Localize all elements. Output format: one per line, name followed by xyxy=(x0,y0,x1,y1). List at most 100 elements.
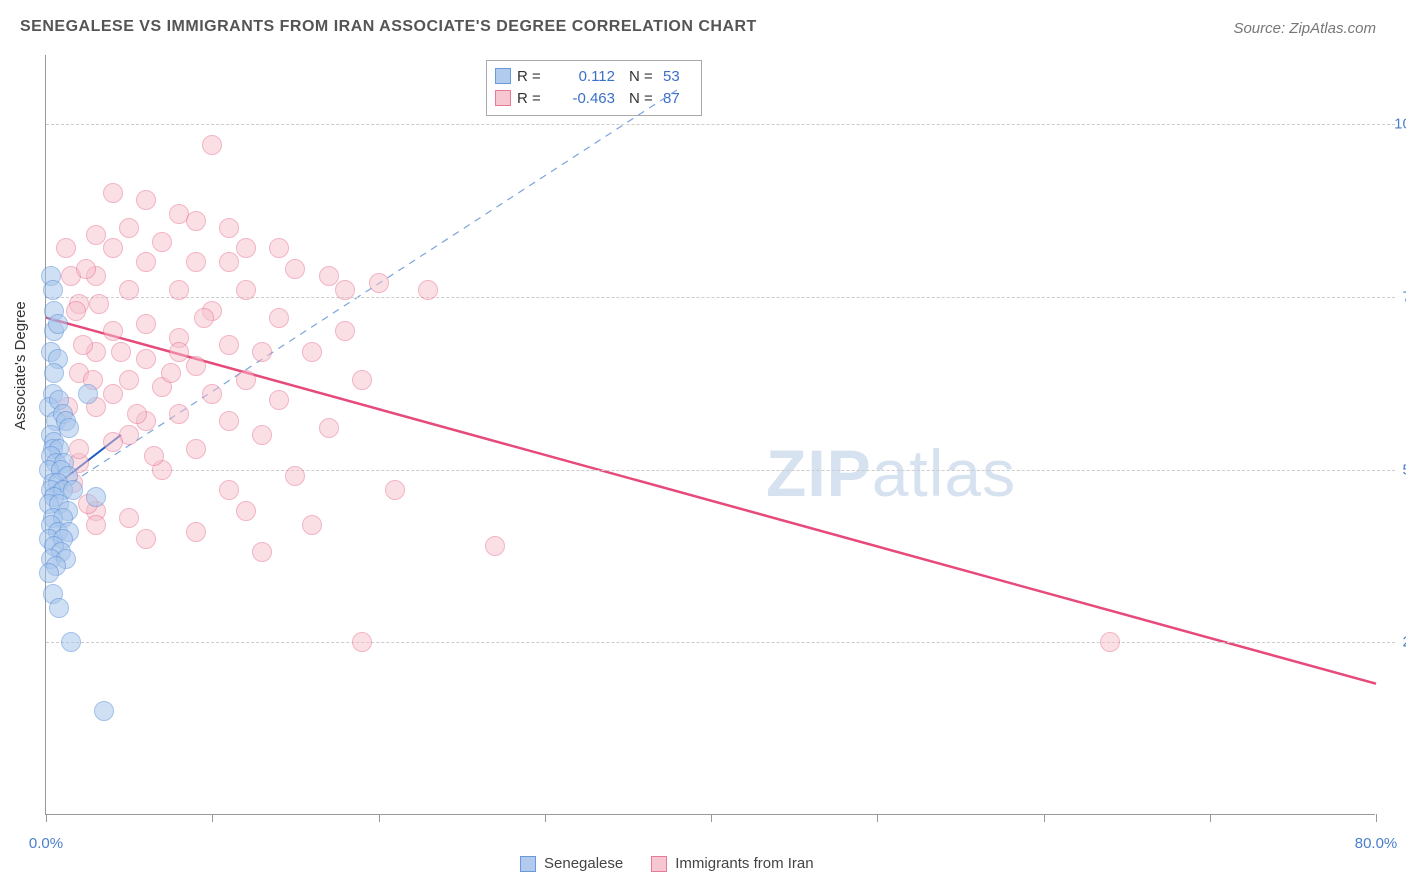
scatter-point-pink xyxy=(236,370,256,390)
scatter-point-pink xyxy=(236,280,256,300)
scatter-point-blue xyxy=(48,314,68,334)
scatter-point-blue xyxy=(86,487,106,507)
scatter-point-blue xyxy=(44,363,64,383)
gridline xyxy=(46,642,1395,643)
scatter-point-pink xyxy=(136,252,156,272)
scatter-point-pink xyxy=(86,515,106,535)
y-tick-label: 100.0% xyxy=(1385,116,1406,133)
scatter-point-pink xyxy=(103,238,123,258)
x-tick-label: 0.0% xyxy=(29,835,63,852)
swatch-blue xyxy=(520,856,536,872)
scatter-point-pink xyxy=(119,370,139,390)
scatter-point-pink xyxy=(202,135,222,155)
scatter-point-pink xyxy=(73,335,93,355)
plot-area: ZIPatlas R = 0.112 N = 53 R = -0.463 N =… xyxy=(45,55,1375,815)
scatter-point-pink xyxy=(1100,632,1120,652)
scatter-point-pink xyxy=(252,342,272,362)
y-tick-label: 25.0% xyxy=(1385,634,1406,651)
source-attribution: Source: ZipAtlas.com xyxy=(1233,20,1376,37)
scatter-point-pink xyxy=(169,404,189,424)
scatter-point-pink xyxy=(219,480,239,500)
x-tick xyxy=(1376,814,1377,822)
swatch-pink xyxy=(651,856,667,872)
scatter-point-pink xyxy=(136,314,156,334)
scatter-point-pink xyxy=(269,238,289,258)
scatter-point-pink xyxy=(485,536,505,556)
scatter-point-pink xyxy=(219,252,239,272)
scatter-point-pink xyxy=(385,480,405,500)
scatter-point-pink xyxy=(89,294,109,314)
y-tick-label: 75.0% xyxy=(1385,288,1406,305)
scatter-point-pink xyxy=(352,370,372,390)
scatter-point-pink xyxy=(119,280,139,300)
scatter-point-pink xyxy=(103,183,123,203)
scatter-point-pink xyxy=(252,425,272,445)
scatter-point-blue xyxy=(49,598,69,618)
scatter-point-pink xyxy=(136,190,156,210)
scatter-point-blue xyxy=(78,384,98,404)
legend-item-blue: Senegalese xyxy=(520,855,623,872)
x-tick-label: 80.0% xyxy=(1355,835,1398,852)
scatter-point-pink xyxy=(236,238,256,258)
scatter-point-pink xyxy=(152,232,172,252)
scatter-point-pink xyxy=(319,266,339,286)
scatter-point-pink xyxy=(186,356,206,376)
scatter-point-pink xyxy=(161,363,181,383)
scatter-point-pink xyxy=(186,522,206,542)
legend-label-blue: Senegalese xyxy=(544,855,623,872)
plot-inner: ZIPatlas R = 0.112 N = 53 R = -0.463 N =… xyxy=(46,55,1375,814)
scatter-point-blue xyxy=(61,632,81,652)
scatter-point-pink xyxy=(86,225,106,245)
scatter-point-pink xyxy=(169,342,189,362)
scatter-point-pink xyxy=(103,384,123,404)
scatter-point-pink xyxy=(302,515,322,535)
scatter-point-pink xyxy=(219,411,239,431)
scatter-point-pink xyxy=(194,308,214,328)
scatter-point-pink xyxy=(252,542,272,562)
x-tick xyxy=(46,814,47,822)
legend-label-pink: Immigrants from Iran xyxy=(675,855,813,872)
x-tick xyxy=(545,814,546,822)
scatter-point-pink xyxy=(119,218,139,238)
x-tick xyxy=(1044,814,1045,822)
scatter-point-blue xyxy=(94,701,114,721)
scatter-point-pink xyxy=(319,418,339,438)
x-tick xyxy=(212,814,213,822)
gridline xyxy=(46,124,1395,125)
scatter-point-pink xyxy=(369,273,389,293)
x-tick xyxy=(379,814,380,822)
trend-lines xyxy=(46,55,1376,815)
scatter-point-pink xyxy=(186,211,206,231)
scatter-point-pink xyxy=(144,446,164,466)
gridline xyxy=(46,470,1395,471)
scatter-point-pink xyxy=(335,280,355,300)
scatter-point-pink xyxy=(119,508,139,528)
scatter-point-pink xyxy=(236,501,256,521)
scatter-point-pink xyxy=(56,238,76,258)
scatter-point-pink xyxy=(285,466,305,486)
scatter-point-pink xyxy=(202,384,222,404)
scatter-point-pink xyxy=(418,280,438,300)
bottom-legend: Senegalese Immigrants from Iran xyxy=(520,855,814,872)
y-tick-label: 50.0% xyxy=(1385,461,1406,478)
scatter-point-pink xyxy=(136,529,156,549)
scatter-point-pink xyxy=(66,301,86,321)
scatter-point-pink xyxy=(219,218,239,238)
scatter-point-pink xyxy=(136,349,156,369)
scatter-point-blue xyxy=(43,280,63,300)
scatter-point-pink xyxy=(335,321,355,341)
scatter-point-pink xyxy=(111,342,131,362)
scatter-point-pink xyxy=(269,390,289,410)
scatter-point-pink xyxy=(169,280,189,300)
chart-title: SENEGALESE VS IMMIGRANTS FROM IRAN ASSOC… xyxy=(20,18,757,36)
scatter-point-pink xyxy=(76,259,96,279)
scatter-point-blue xyxy=(39,563,59,583)
x-tick xyxy=(711,814,712,822)
scatter-point-pink xyxy=(219,335,239,355)
scatter-point-pink xyxy=(352,632,372,652)
x-tick xyxy=(1210,814,1211,822)
scatter-point-pink xyxy=(269,308,289,328)
scatter-point-pink xyxy=(302,342,322,362)
x-tick xyxy=(877,814,878,822)
scatter-point-pink xyxy=(186,439,206,459)
